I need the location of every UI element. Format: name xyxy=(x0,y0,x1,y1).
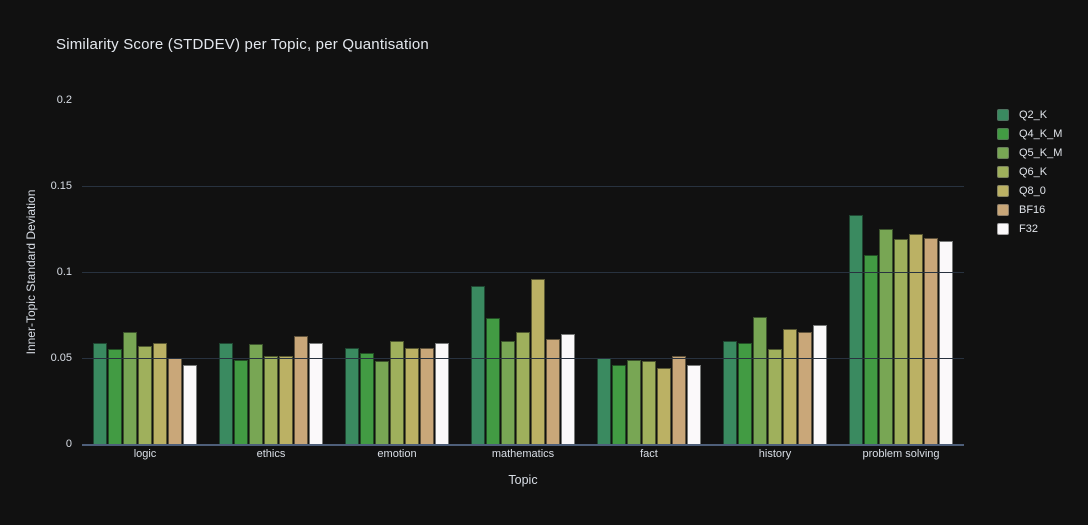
bar-Q8_0-emotion[interactable] xyxy=(405,347,419,444)
legend-item-BF16[interactable]: BF16 xyxy=(997,200,1062,219)
bar-Q8_0-fact[interactable] xyxy=(657,368,671,444)
bar-Q5_K_M-ethics[interactable] xyxy=(249,344,263,444)
bar-Q8_0-history[interactable] xyxy=(783,328,797,444)
legend-swatch-Q4_K_M xyxy=(997,127,1009,140)
bar-group-emotion xyxy=(334,100,460,444)
x-tick-label-fact: fact xyxy=(640,448,658,460)
bar-BF16-emotion[interactable] xyxy=(420,347,434,444)
legend-swatch-Q2_K xyxy=(997,108,1009,121)
x-axis-title: Topic xyxy=(508,473,538,487)
y-tick-label: 0.2 xyxy=(56,94,72,106)
legend-label: Q2_K xyxy=(1019,108,1048,121)
bar-Q8_0-logic[interactable] xyxy=(153,342,167,444)
bar-Q5_K_M-history[interactable] xyxy=(753,316,767,444)
bar-Q2_K-fact[interactable] xyxy=(597,358,611,444)
bar-group-fact xyxy=(586,100,712,444)
legend-swatch-Q5_K_M xyxy=(997,146,1009,159)
bar-Q8_0-mathematics[interactable] xyxy=(531,278,545,444)
bar-F32-emotion[interactable] xyxy=(435,342,449,444)
bar-Q8_0-problem-solving[interactable] xyxy=(909,234,923,444)
bar-Q2_K-history[interactable] xyxy=(723,340,737,444)
bar-F32-logic[interactable] xyxy=(183,364,197,444)
bar-Q5_K_M-fact[interactable] xyxy=(627,359,641,444)
bar-group-mathematics xyxy=(460,100,586,444)
bar-BF16-problem-solving[interactable] xyxy=(924,237,938,444)
bar-group-ethics xyxy=(208,100,334,444)
x-tick-label-problem-solving: problem solving xyxy=(862,448,940,460)
bar-Q4_K_M-history[interactable] xyxy=(738,342,752,444)
legend-item-Q4_K_M[interactable]: Q4_K_M xyxy=(997,124,1062,143)
x-tick-label-logic: logic xyxy=(133,448,157,460)
legend-label: F32 xyxy=(1019,222,1038,235)
bar-BF16-fact[interactable] xyxy=(672,356,686,444)
bar-Q6_K-mathematics[interactable] xyxy=(516,332,530,444)
bar-F32-problem-solving[interactable] xyxy=(939,241,953,444)
bar-Q6_K-ethics[interactable] xyxy=(264,356,278,444)
bar-Q2_K-logic[interactable] xyxy=(93,342,107,444)
bar-group-history xyxy=(712,100,838,444)
legend-swatch-Q6_K xyxy=(997,165,1009,178)
y-gridline xyxy=(82,272,964,273)
legend: Q2_K Q4_K_M Q5_K_M Q6_K Q8_0 BF16 F32 xyxy=(997,105,1062,238)
y-tick-label: 0 xyxy=(65,438,72,450)
chart-title: Similarity Score (STDDEV) per Topic, per… xyxy=(56,36,429,53)
bar-BF16-ethics[interactable] xyxy=(294,335,308,444)
legend-label: Q6_K xyxy=(1019,165,1048,178)
bar-Q6_K-history[interactable] xyxy=(768,349,782,444)
bar-Q5_K_M-mathematics[interactable] xyxy=(501,340,515,444)
y-tick-label: 0.1 xyxy=(56,266,72,278)
bar-Q4_K_M-logic[interactable] xyxy=(108,349,122,444)
bar-F32-fact[interactable] xyxy=(687,364,701,444)
y-tick-label: 0.05 xyxy=(50,352,72,364)
y-gridline xyxy=(82,186,964,187)
legend-item-F32[interactable]: F32 xyxy=(997,219,1062,238)
bar-Q5_K_M-emotion[interactable] xyxy=(375,361,389,444)
bar-Q6_K-fact[interactable] xyxy=(642,361,656,444)
bar-Q6_K-emotion[interactable] xyxy=(390,340,404,444)
legend-label: Q4_K_M xyxy=(1019,127,1063,140)
legend-swatch-Q8_0 xyxy=(997,184,1009,197)
bar-Q4_K_M-mathematics[interactable] xyxy=(486,318,500,444)
y-tick-label: 0.15 xyxy=(50,180,72,192)
bar-group-logic xyxy=(82,100,208,444)
legend-item-Q2_K[interactable]: Q2_K xyxy=(997,105,1062,124)
bar-Q5_K_M-problem-solving[interactable] xyxy=(879,229,893,444)
bar-Q4_K_M-ethics[interactable] xyxy=(234,359,248,444)
bar-Q4_K_M-fact[interactable] xyxy=(612,364,626,444)
bar-Q2_K-ethics[interactable] xyxy=(219,342,233,444)
bar-BF16-logic[interactable] xyxy=(168,358,182,444)
bar-Q4_K_M-emotion[interactable] xyxy=(360,352,374,444)
bar-BF16-history[interactable] xyxy=(798,332,812,444)
bar-Q2_K-mathematics[interactable] xyxy=(471,285,485,444)
bar-F32-ethics[interactable] xyxy=(309,342,323,444)
x-tick-label-emotion: emotion xyxy=(377,448,417,460)
x-tick-label-mathematics: mathematics xyxy=(491,448,555,460)
x-axis-line xyxy=(82,444,964,446)
legend-item-Q8_0[interactable]: Q8_0 xyxy=(997,181,1062,200)
bar-Q2_K-problem-solving[interactable] xyxy=(849,215,863,444)
bar-Q2_K-emotion[interactable] xyxy=(345,347,359,444)
bar-Q6_K-problem-solving[interactable] xyxy=(894,239,908,444)
bar-F32-history[interactable] xyxy=(813,325,827,444)
plot-area xyxy=(82,100,964,446)
y-gridline xyxy=(82,358,964,359)
bar-Q6_K-logic[interactable] xyxy=(138,346,152,444)
bar-BF16-mathematics[interactable] xyxy=(546,339,560,444)
bar-Q8_0-ethics[interactable] xyxy=(279,356,293,444)
legend-item-Q5_K_M[interactable]: Q5_K_M xyxy=(997,143,1062,162)
legend-swatch-F32 xyxy=(997,222,1009,235)
legend-swatch-BF16 xyxy=(997,203,1009,216)
legend-label: Q8_0 xyxy=(1019,184,1046,197)
legend-label: BF16 xyxy=(1019,203,1046,216)
bar-Q5_K_M-logic[interactable] xyxy=(123,332,137,444)
x-tick-label-ethics: ethics xyxy=(256,448,286,460)
legend-item-Q6_K[interactable]: Q6_K xyxy=(997,162,1062,181)
bar-series-container xyxy=(82,100,964,444)
legend-label: Q5_K_M xyxy=(1019,146,1063,159)
x-tick-label-history: history xyxy=(758,448,792,460)
bar-F32-mathematics[interactable] xyxy=(561,333,575,444)
bar-Q4_K_M-problem-solving[interactable] xyxy=(864,254,878,444)
